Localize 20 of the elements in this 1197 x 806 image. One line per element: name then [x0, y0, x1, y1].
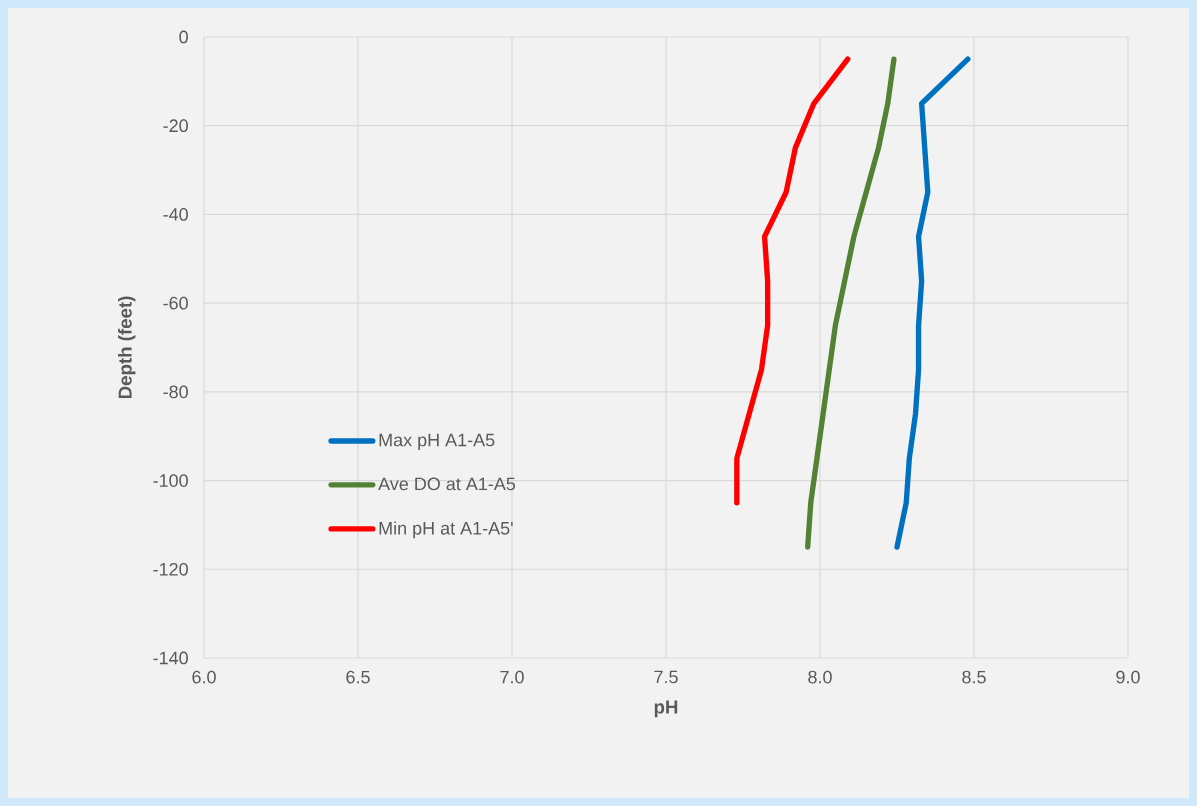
x-tick-label: 8.5 — [962, 670, 986, 684]
x-axis-title: pH — [654, 700, 678, 718]
x-tick-label: 6.0 — [192, 670, 216, 684]
x-tick-label: 7.0 — [500, 670, 524, 684]
y-axis-title: Depth (feet) — [118, 296, 136, 399]
x-tick-label: 8.0 — [808, 670, 832, 684]
y-tick-label: -100 — [153, 474, 188, 487]
x-tick-label: 7.5 — [654, 670, 678, 684]
y-tick-label: -40 — [163, 208, 188, 221]
x-tick-label: 6.5 — [346, 670, 370, 684]
legend-label: Min pH at A1-A5' — [379, 521, 513, 539]
y-tick-label: -120 — [153, 562, 188, 576]
legend-label: Max pH A1-A5 — [379, 433, 495, 450]
y-tick-label: -140 — [153, 651, 188, 665]
y-tick-label: -80 — [163, 385, 188, 399]
y-tick-label: 0 — [179, 30, 188, 44]
legend-label: Ave DO at A1-A5 — [378, 477, 516, 491]
x-tick-label: 9.0 — [1116, 670, 1140, 684]
y-tick-label: -20 — [163, 119, 188, 133]
y-tick-label: -60 — [163, 296, 188, 310]
